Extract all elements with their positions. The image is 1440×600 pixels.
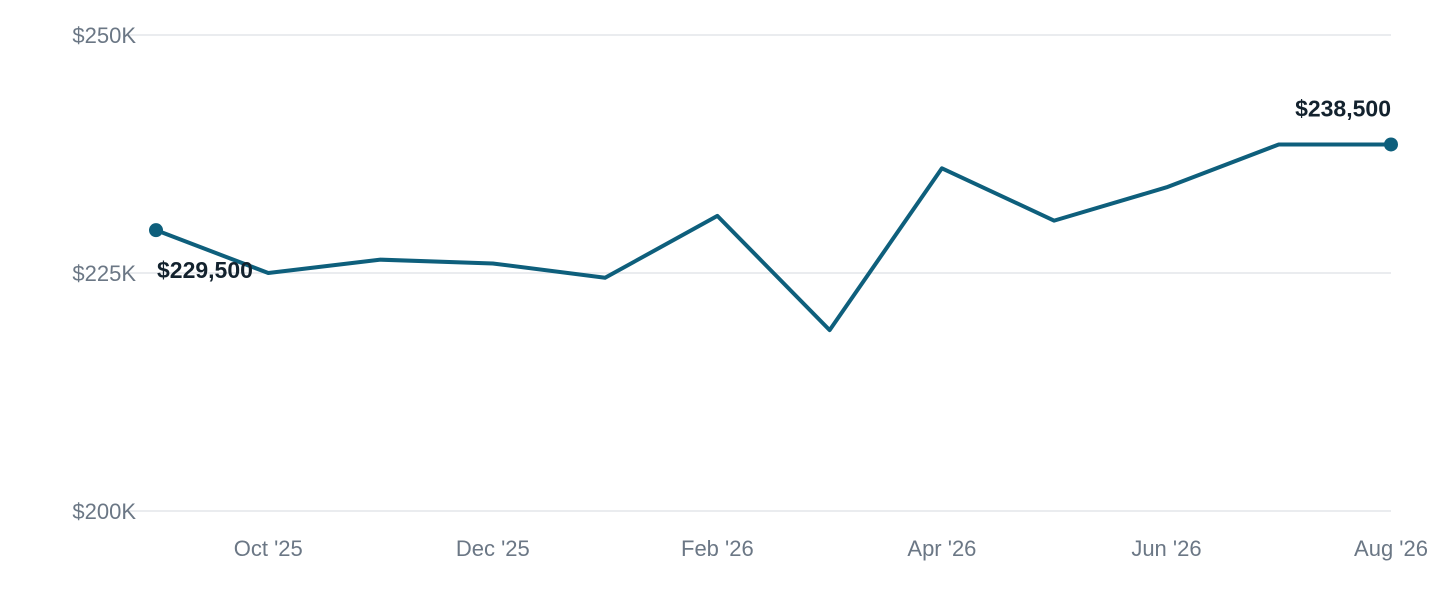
x-tick-label: Feb '26: [681, 536, 754, 561]
x-axis: Oct '25 Dec '25 Feb '26 Apr '26 Jun '26 Aug '…: [234, 536, 1428, 561]
data-point[interactable]: [149, 223, 163, 238]
series-line: [154, 142, 1393, 333]
x-tick-label: Aug '26: [1354, 536, 1428, 561]
data-point[interactable]: [1384, 137, 1398, 152]
grid-lines: [128, 34, 1391, 512]
data-label: $238,500: [1295, 95, 1391, 121]
data-label: $229,500: [157, 257, 253, 283]
y-tick-label: $225K: [72, 261, 136, 286]
x-tick-label: Oct '25: [234, 536, 303, 561]
y-tick-label: $250K: [72, 23, 136, 48]
x-tick-label: Jun '26: [1131, 536, 1201, 561]
y-axis: $200K $225K $250K: [72, 23, 136, 524]
x-tick-label: Apr '26: [907, 536, 976, 561]
y-tick-label: $200K: [72, 499, 136, 524]
x-tick-label: Dec '25: [456, 536, 530, 561]
series: [149, 137, 1398, 333]
data-labels: $229,500 $238,500: [157, 95, 1391, 283]
